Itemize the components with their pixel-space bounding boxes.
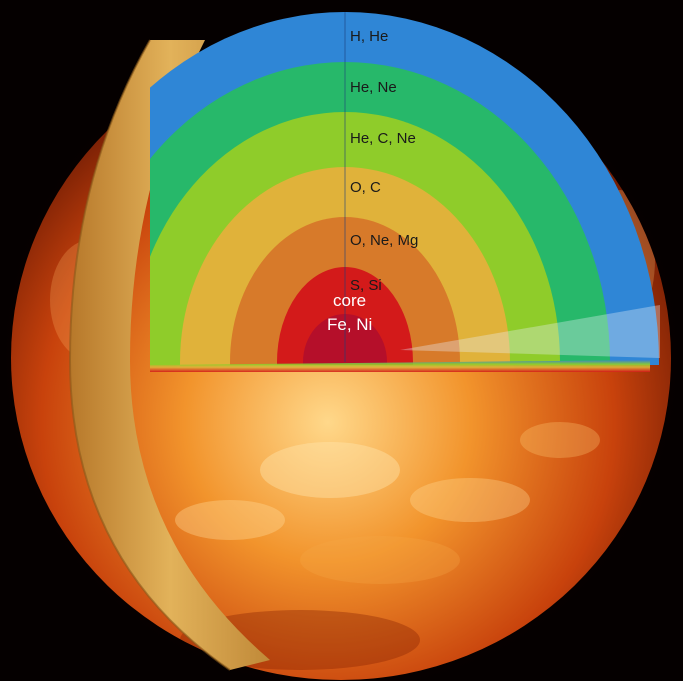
label-h-he: H, He: [350, 28, 388, 45]
label-s-si: S, Si: [350, 277, 382, 294]
crust-slice: [70, 40, 270, 670]
label-he-c-ne: He, C, Ne: [350, 130, 416, 147]
cutaway-layers: [150, 12, 659, 365]
label-he-ne: He, Ne: [350, 79, 397, 96]
light-ray: [400, 305, 660, 358]
label-o-ne-mg: O, Ne, Mg: [350, 232, 418, 249]
label-o-c: O, C: [350, 179, 381, 196]
label-core: core: [333, 291, 366, 310]
cut-floor: [150, 360, 650, 372]
label-fe-ni: Fe, Ni: [327, 315, 372, 334]
